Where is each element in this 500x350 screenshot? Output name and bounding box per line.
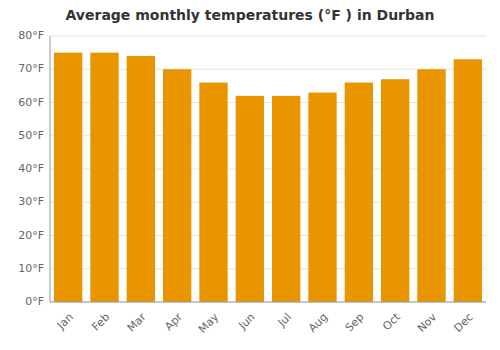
y-tick-label: 50°F: [18, 129, 44, 142]
y-tick-label: 20°F: [18, 229, 44, 242]
grid-line: [50, 302, 486, 303]
y-tick-label: 30°F: [18, 195, 44, 208]
y-axis-line: [50, 36, 51, 302]
grid-line: [50, 36, 486, 37]
chart-svg: 0°F 10°F 20°F 30°F 40°F 50°F 60°F 70°F 80°F Jan Fe…: [0, 0, 500, 350]
bar: [272, 96, 300, 302]
x-tick-label: Oct: [380, 310, 403, 333]
x-tick-label: Dec: [451, 311, 475, 335]
title: Average monthly temperatures (°F ) in Du…: [66, 7, 435, 23]
x-tick-label: Jan: [54, 311, 76, 333]
y-tick-label: 40°F: [18, 162, 44, 175]
bar: [308, 93, 336, 302]
x-tick-label: Nov: [415, 310, 440, 335]
bar: [454, 59, 482, 302]
x-tick-label: Mar: [125, 310, 149, 334]
grid: [50, 36, 486, 302]
chart-container: 0°F 10°F 20°F 30°F 40°F 50°F 60°F 70°F 80°F Jan Fe…: [0, 0, 500, 350]
y-tick-label: 0°F: [25, 295, 44, 308]
bar: [54, 53, 82, 302]
bar: [345, 83, 373, 302]
bar: [90, 53, 118, 302]
x-tick-label: Aug: [306, 311, 330, 335]
bar: [163, 69, 191, 302]
bar: [236, 96, 264, 302]
y-tick-label: 80°F: [18, 29, 44, 42]
bar: [199, 83, 227, 302]
bar: [417, 69, 445, 302]
x-axis: Jan Feb Mar Apr May Jun Jul Aug Sep Oct Nov Dec: [54, 310, 476, 336]
bar: [127, 56, 155, 302]
y-tick-label: 10°F: [18, 262, 44, 275]
bars: [54, 53, 482, 302]
x-tick-label: May: [196, 310, 222, 336]
x-tick-label: Feb: [89, 311, 112, 334]
x-tick-label: Apr: [162, 310, 185, 333]
y-tick-label: 70°F: [18, 62, 44, 75]
x-tick-label: Jun: [236, 311, 258, 333]
y-axis: 0°F 10°F 20°F 30°F 40°F 50°F 60°F 70°F 80°F: [18, 29, 44, 308]
y-tick-label: 60°F: [18, 96, 44, 109]
x-tick-label: Sep: [343, 311, 367, 335]
x-tick-label: Jul: [275, 311, 294, 330]
bar: [381, 79, 409, 302]
x-axis-line: [50, 302, 486, 303]
